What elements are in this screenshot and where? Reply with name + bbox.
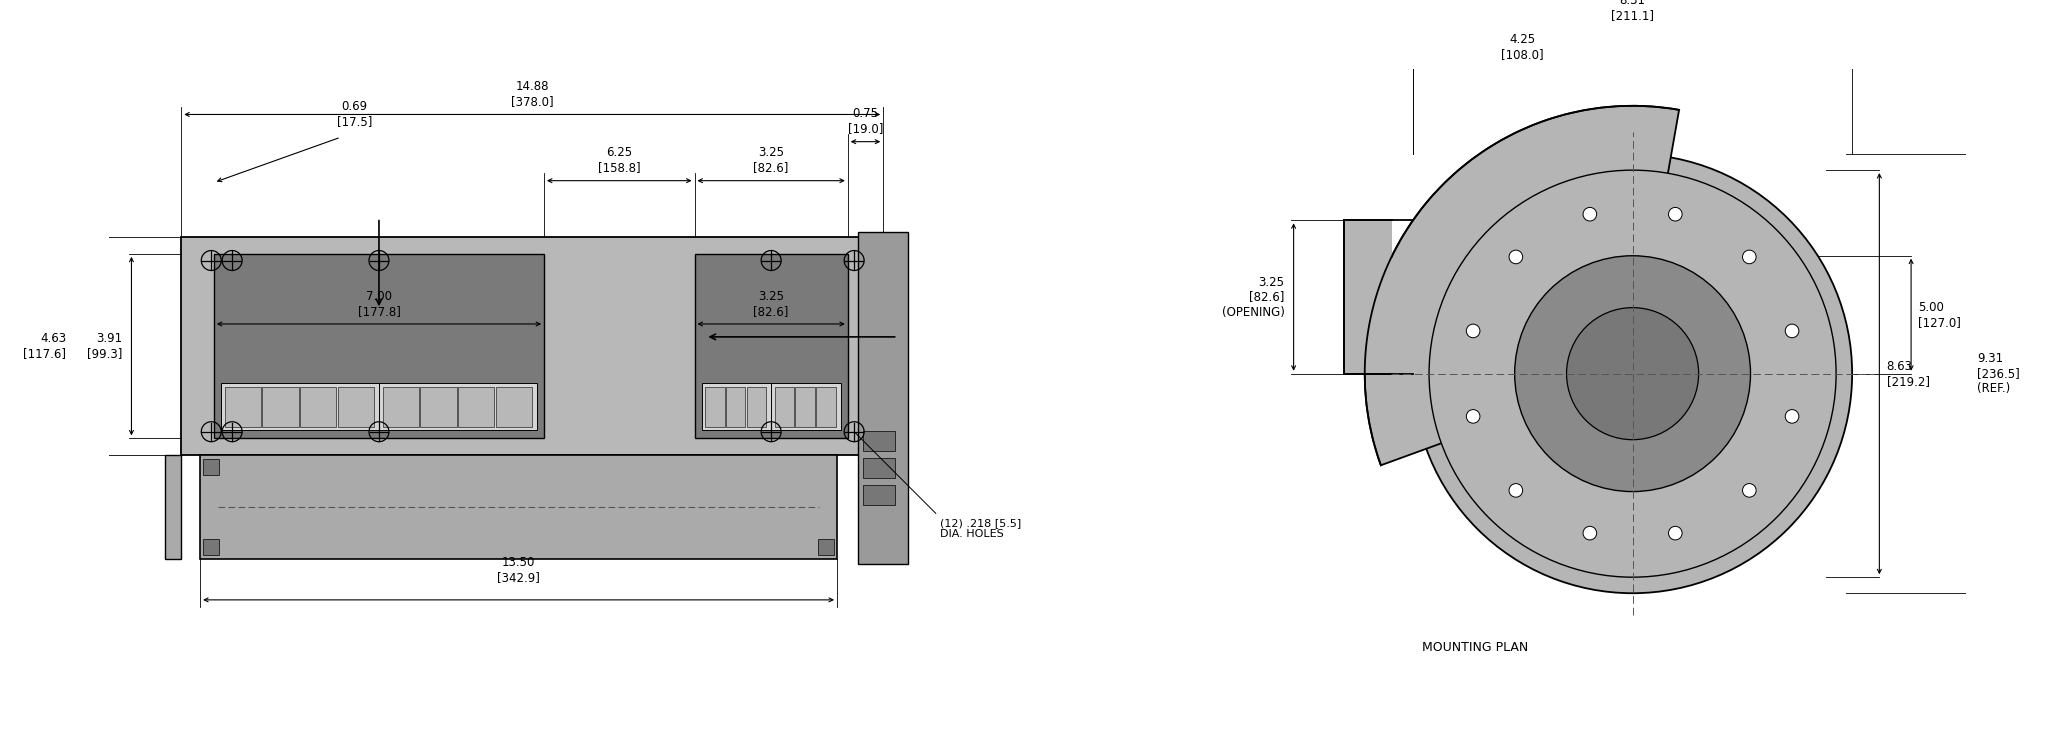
Bar	[862, 458, 895, 478]
Text: (12) .218 [5.5]
DIA. HOLES: (12) .218 [5.5] DIA. HOLES	[940, 518, 1022, 540]
Bar	[225, 386, 260, 426]
Bar	[702, 383, 840, 430]
Bar	[817, 386, 836, 426]
Bar	[182, 237, 883, 455]
Text: 0.69
[17.5]: 0.69 [17.5]	[336, 100, 373, 128]
Bar	[862, 485, 895, 505]
Text: 4.63
[117.6]: 4.63 [117.6]	[23, 332, 66, 360]
Circle shape	[1430, 170, 1837, 577]
Circle shape	[1509, 250, 1522, 264]
Text: 8.63
[219.2]: 8.63 [219.2]	[1886, 360, 1929, 388]
Circle shape	[1466, 410, 1481, 423]
Bar	[201, 455, 838, 559]
Text: 3.25
[82.6]: 3.25 [82.6]	[754, 290, 788, 318]
Bar	[213, 254, 545, 438]
Circle shape	[1583, 207, 1597, 221]
Text: 14.88
[378.0]: 14.88 [378.0]	[510, 80, 553, 108]
Circle shape	[1413, 154, 1851, 593]
Bar	[203, 539, 219, 556]
Bar	[862, 431, 895, 451]
Circle shape	[1743, 484, 1755, 497]
Text: 13.50
[342.9]: 13.50 [342.9]	[498, 556, 541, 584]
Bar	[262, 386, 299, 426]
Bar	[301, 386, 336, 426]
Circle shape	[1786, 324, 1798, 338]
Circle shape	[1567, 308, 1698, 440]
Bar	[694, 254, 848, 438]
Bar	[817, 539, 834, 556]
Circle shape	[1786, 410, 1798, 423]
Text: MOUNTING PLAN: MOUNTING PLAN	[1421, 641, 1528, 654]
Bar	[459, 386, 494, 426]
Bar	[203, 459, 219, 476]
Circle shape	[1743, 250, 1755, 264]
Bar	[858, 232, 907, 563]
Circle shape	[1669, 207, 1681, 221]
Bar	[496, 386, 532, 426]
Bar	[166, 455, 182, 559]
Bar	[727, 386, 745, 426]
Text: 5.00
[127.0]: 5.00 [127.0]	[1919, 301, 1962, 329]
Text: 9.31
[236.5]
(REF.): 9.31 [236.5] (REF.)	[1976, 352, 2019, 395]
Circle shape	[1509, 484, 1522, 497]
Wedge shape	[1364, 106, 1679, 465]
Bar	[705, 386, 725, 426]
Circle shape	[1466, 324, 1481, 338]
Text: 3.25
[82.6]: 3.25 [82.6]	[754, 147, 788, 175]
Text: (12) .218 [5.5]
DIA. HOLES: (12) .218 [5.5] DIA. HOLES	[1520, 510, 1602, 532]
Text: 6.25
[158.8]: 6.25 [158.8]	[598, 147, 641, 175]
Text: 4.25
[108.0]: 4.25 [108.0]	[1501, 33, 1544, 61]
Bar	[774, 386, 795, 426]
Bar	[795, 386, 815, 426]
Circle shape	[1516, 256, 1751, 491]
Bar	[1343, 220, 1393, 373]
Bar	[383, 386, 420, 426]
Bar	[221, 383, 537, 430]
Text: 8.31
[211.1]: 8.31 [211.1]	[1612, 0, 1655, 23]
Text: 0.75
[19.0]: 0.75 [19.0]	[848, 107, 883, 135]
Bar	[338, 386, 375, 426]
Text: 7.00
[177.8]: 7.00 [177.8]	[358, 290, 401, 318]
Circle shape	[1583, 526, 1597, 540]
Text: 3.91
[99.3]: 3.91 [99.3]	[86, 332, 123, 360]
Bar	[748, 386, 766, 426]
Circle shape	[1669, 526, 1681, 540]
Text: 3.25
[82.6]
(OPENING): 3.25 [82.6] (OPENING)	[1223, 275, 1284, 318]
Bar	[420, 386, 457, 426]
